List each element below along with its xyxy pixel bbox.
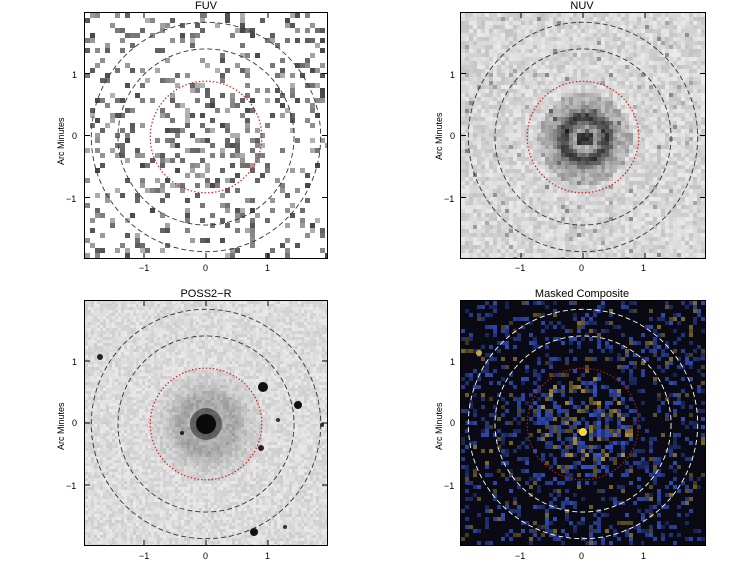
composite-image-svg xyxy=(461,301,705,545)
composite-y-tick-0: 0 xyxy=(450,418,456,428)
outer-aperture-ring xyxy=(467,308,699,540)
poss2r-image-svg xyxy=(85,301,327,545)
star xyxy=(180,431,184,435)
star xyxy=(250,528,258,536)
aperture-rings xyxy=(90,308,322,540)
outer-aperture-ring xyxy=(90,308,322,540)
middle-aperture-ring xyxy=(494,335,672,513)
middle-aperture-ring xyxy=(494,48,672,226)
nuv-image-svg xyxy=(461,13,705,258)
poss2r-y-tick-1: 1 xyxy=(72,357,78,367)
star xyxy=(476,350,482,356)
composite-x-tick-1: 1 xyxy=(641,551,647,561)
poss2r-x-tick-neg1: −1 xyxy=(139,551,150,561)
nuv-y-tick-1: 1 xyxy=(450,70,456,80)
stars xyxy=(97,354,324,536)
composite-y-axis-label: Arc Minutes xyxy=(434,402,444,450)
composite-x-tick-0: 0 xyxy=(579,551,585,561)
composite-image xyxy=(460,300,706,546)
nuv-x-tick-neg1: −1 xyxy=(515,263,526,273)
fuv-x-tick-0: 0 xyxy=(203,263,209,273)
aperture-rings xyxy=(467,308,699,540)
fuv-y-tick-1: 1 xyxy=(72,70,78,80)
axis-ticks xyxy=(85,13,327,258)
axis-ticks xyxy=(85,301,327,545)
aperture-rings xyxy=(467,21,699,253)
nuv-y-axis-label: Arc Minutes xyxy=(434,112,444,160)
outer-aperture-ring xyxy=(90,21,322,253)
fuv-y-axis-label: Arc Minutes xyxy=(56,117,66,165)
star xyxy=(283,525,287,529)
composite-x-tick-neg1: −1 xyxy=(515,551,526,561)
nuv-x-tick-0: 0 xyxy=(579,263,585,273)
inner-aperture-ring xyxy=(149,80,263,194)
nuv-y-tick-0: 0 xyxy=(450,131,456,141)
fuv-y-tick-neg1: −1 xyxy=(66,194,77,204)
star xyxy=(294,401,302,409)
composite-y-tick-neg1: −1 xyxy=(444,481,455,491)
poss2r-x-tick-1: 1 xyxy=(265,551,271,561)
fuv-y-tick-0: 0 xyxy=(72,131,78,141)
inner-aperture-ring xyxy=(526,80,640,194)
fuv-title: FUV xyxy=(195,0,217,12)
nuv-x-tick-1: 1 xyxy=(641,263,647,273)
poss2r-y-axis-label: Arc Minutes xyxy=(56,402,66,450)
middle-aperture-ring xyxy=(117,48,295,226)
composite-title: Masked Composite xyxy=(534,288,630,300)
fuv-image-svg xyxy=(85,13,327,258)
axis-ticks xyxy=(461,301,705,545)
outer-aperture-ring xyxy=(467,21,699,253)
poss2r-y-tick-neg1: −1 xyxy=(66,481,77,491)
poss2r-y-tick-0: 0 xyxy=(72,418,78,428)
nuv-pixels xyxy=(461,13,705,258)
nucleus xyxy=(579,428,587,436)
star xyxy=(258,445,264,451)
composite-pixels xyxy=(461,301,705,545)
fuv-x-tick-neg1: −1 xyxy=(139,263,150,273)
composite-y-tick-1: 1 xyxy=(450,357,456,367)
star xyxy=(258,382,268,392)
nuv-image xyxy=(460,12,706,259)
inner-aperture-ring xyxy=(526,367,640,481)
star xyxy=(97,354,103,360)
nuv-title: NUV xyxy=(570,0,594,12)
axis-ticks xyxy=(461,13,705,258)
poss2r-x-tick-0: 0 xyxy=(203,551,209,561)
fuv-image xyxy=(84,12,328,259)
nuv-y-tick-neg1: −1 xyxy=(444,194,455,204)
middle-aperture-ring xyxy=(117,335,295,513)
star xyxy=(190,408,222,440)
aperture-rings xyxy=(90,21,322,253)
poss2r-image xyxy=(84,300,328,546)
inner-aperture-ring xyxy=(149,367,263,481)
poss2r-title: POSS2−R xyxy=(180,288,232,300)
star xyxy=(276,418,280,422)
fuv-x-tick-1: 1 xyxy=(265,263,271,273)
poss2r-pixels xyxy=(85,301,327,545)
